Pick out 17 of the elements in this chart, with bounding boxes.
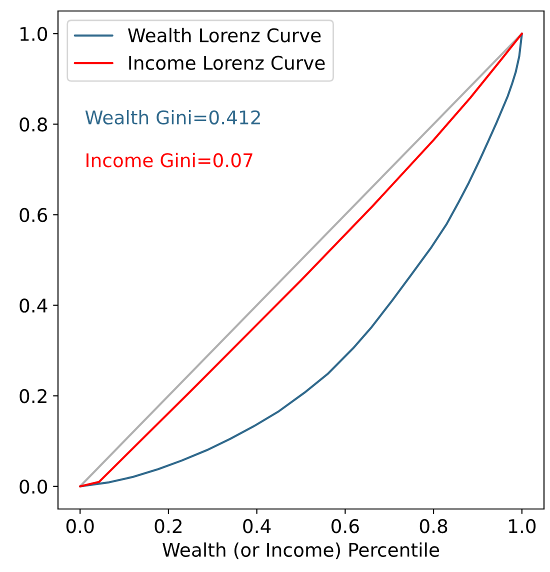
- annotation: Income Gini=0.07: [86, 152, 252, 168]
- x-axis-title: Wealth (or Income) Percentile: [162, 542, 440, 560]
- x-tick-label: 0.6: [332, 519, 359, 534]
- y-tick-label: 0.6: [20, 208, 48, 222]
- y-tick-label: 0.0: [20, 480, 48, 494]
- y-tick-label: 0.4: [20, 298, 48, 313]
- legend-label: Wealth Lorenz Curve: [128, 28, 321, 42]
- y-tick-label: 1.0: [20, 26, 48, 42]
- x-tick-label: 0.0: [66, 519, 94, 534]
- y-tick-label: 0.8: [20, 117, 47, 132]
- x-tick-label: 1.0: [509, 519, 536, 534]
- x-tick-label: 0.2: [154, 519, 182, 534]
- y-tick-label: 0.2: [20, 389, 46, 404]
- legend-label: Income Lorenz Curve: [129, 56, 325, 70]
- annotation: Wealth Gini=0.412: [85, 110, 260, 125]
- x-tick-label: 0.4: [243, 519, 271, 534]
- x-tick-label: 0.8: [420, 519, 448, 534]
